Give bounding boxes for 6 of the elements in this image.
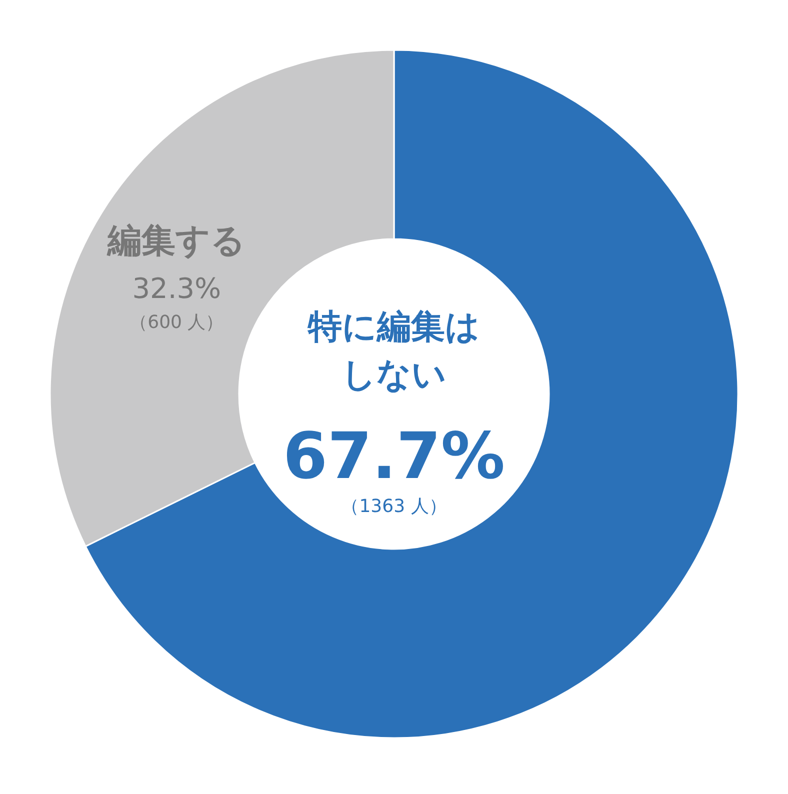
slice-label: 特に編集はしない [307,307,480,395]
slice-label: 編集する [106,221,246,262]
data-label: 67.7% [282,420,506,494]
data-label: 32.3% [132,272,222,306]
text: （1363 人） [341,496,447,517]
text: （600 人） [130,312,224,334]
